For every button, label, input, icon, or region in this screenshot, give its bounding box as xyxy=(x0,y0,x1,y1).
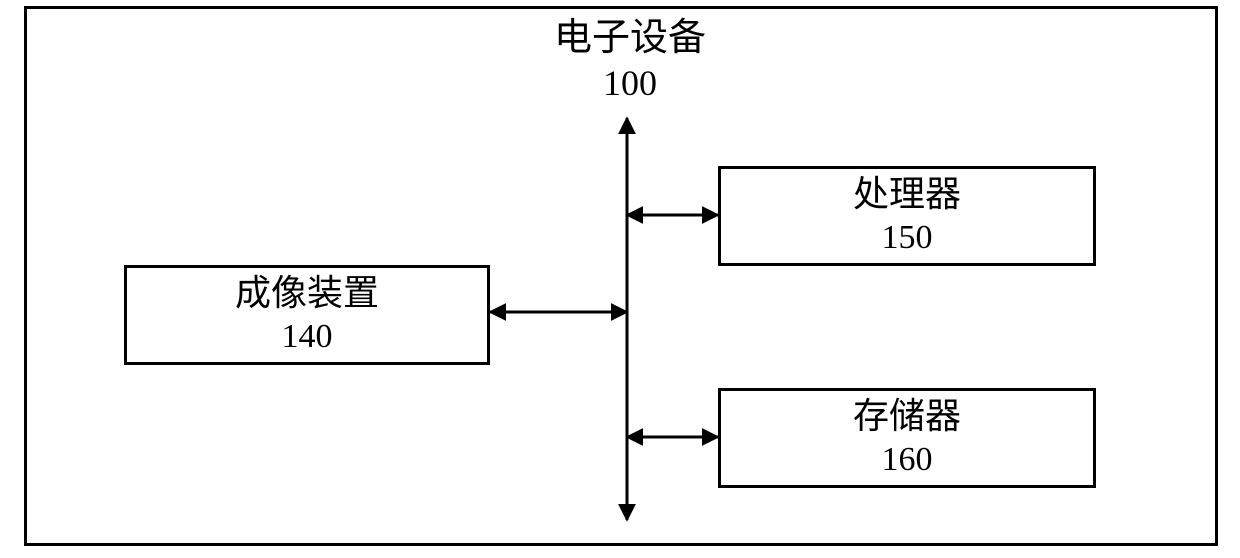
node-label: 存储器 xyxy=(853,394,961,439)
node-memory: 存储器 160 xyxy=(718,388,1096,488)
node-label: 处理器 xyxy=(853,172,961,217)
node-processor: 处理器 150 xyxy=(718,166,1096,266)
node-number: 150 xyxy=(882,217,933,260)
node-number: 140 xyxy=(282,316,333,359)
node-imaging-device: 成像装置 140 xyxy=(124,265,490,365)
node-number: 160 xyxy=(882,439,933,482)
node-label: 成像装置 xyxy=(235,271,379,316)
